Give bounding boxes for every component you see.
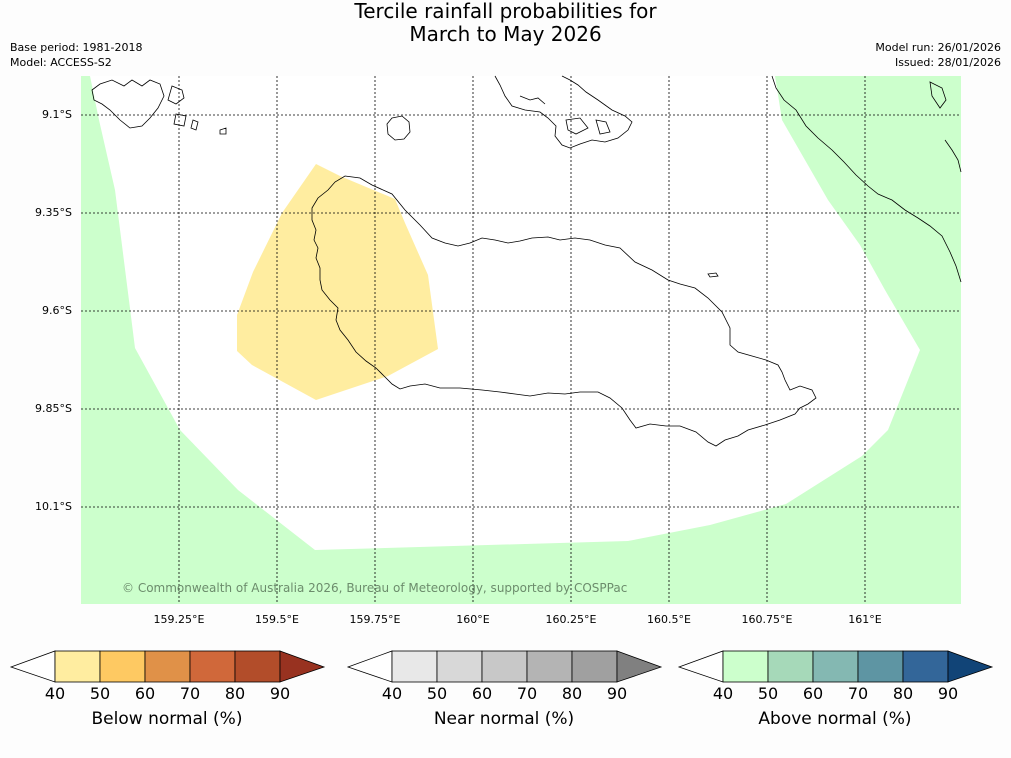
colorbar-near-normal [346,650,663,683]
colorbar-segment [902,650,949,683]
colorbar-tick: 70 [516,684,538,703]
lon-label: 160.5°E [647,613,691,626]
colorbar-title-above: Above normal (%) [758,709,912,729]
colorbar-segment [767,650,814,683]
colorbar-segment [481,650,528,683]
lon-label: 159.75°E [349,613,401,626]
below-normal-region [237,164,438,400]
colorbar-extend-low [9,650,56,683]
colorbar-title-below: Below normal (%) [91,709,243,729]
colorbar-above-normal [677,650,994,683]
colorbar-segment [189,650,236,683]
lon-label: 159.25°E [153,613,205,626]
colorbar-segment [391,650,438,683]
colorbar-extend-high [616,650,663,683]
title-line-2: March to May 2026 [409,22,602,46]
lat-label: 9.6°S [42,304,72,317]
guadalcanal-coastline [311,175,817,447]
colorbar-tick: 90 [937,684,959,703]
colorbar-tick: 50 [89,684,111,703]
above-normal-region [81,76,961,604]
title-line-1: Tercile rainfall probabilities for [354,0,657,23]
colorbar-segment [722,650,769,683]
lat-label: 10.1°S [35,500,72,513]
colorbar-segment [571,650,618,683]
meta-right: Model run: 26/01/2026 Issued: 28/01/2026 [875,40,1001,70]
colorbar-tick: 60 [134,684,156,703]
colorbar-tick: 40 [381,684,403,703]
base-period-text: Base period: 1981-2018 [10,41,143,54]
colorbar-extend-high [279,650,326,683]
lon-label: 160°E [456,613,490,626]
colorbar-tick: 70 [847,684,869,703]
lon-label: 161°E [848,613,882,626]
model-run-text: Model run: 26/01/2026 [875,41,1001,54]
colorbar-tick: 90 [269,684,291,703]
florida-islands-inner [519,95,611,135]
colorbar-tick: 50 [757,684,779,703]
malaita-detail [929,81,962,173]
lon-label: 159.5°E [255,613,299,626]
lon-label: 160.25°E [545,613,597,626]
chart-title: Tercile rainfall probabilities for March… [0,0,1011,46]
colorbar-segment [812,650,859,683]
lat-label: 9.85°S [35,402,72,415]
islet-coastline [707,272,719,278]
copyright-text: © Commonwealth of Australia 2026, Bureau… [122,581,627,595]
issued-text: Issued: 28/01/2026 [894,56,1001,69]
colorbar-tick: 80 [561,684,583,703]
colorbar-tick: 50 [426,684,448,703]
colorbar-extend-low [346,650,393,683]
colorbar-tick: 80 [224,684,246,703]
gridlines [81,76,961,604]
russell-islands-detail [167,85,227,135]
savo-island-coastline [386,115,411,141]
colorbar-segment [234,650,281,683]
colorbar-tick: 60 [802,684,824,703]
colorbar-title-near: Near normal (%) [433,709,575,729]
colorbar-tick: 40 [712,684,734,703]
colorbar-tick: 70 [179,684,201,703]
colorbar-tick: 90 [606,684,628,703]
russell-islands-coastline [91,79,165,129]
malaita-coastline [771,75,962,283]
colorbar-segment [436,650,483,683]
colorbar-tick: 40 [44,684,66,703]
meta-left: Base period: 1981-2018 Model: ACCESS-S2 [10,40,142,70]
colorbar-segment [857,650,904,683]
colorbar-segment [54,650,101,683]
colorbar-tick: 80 [892,684,914,703]
colorbar-extend-low [677,650,724,683]
colorbar-extend-high [947,650,994,683]
model-text: Model: ACCESS-S2 [10,56,112,69]
lat-label: 9.35°S [35,206,72,219]
colorbar-segment [526,650,573,683]
lon-label: 160.75°E [741,613,793,626]
colorbar-segment [99,650,146,683]
colorbar-tick: 60 [471,684,493,703]
colorbar-segment [144,650,191,683]
coastlines [91,75,962,447]
florida-islands-coastline [494,75,633,149]
colorbar-below-normal [9,650,326,683]
lat-label: 9.1°S [42,108,72,121]
